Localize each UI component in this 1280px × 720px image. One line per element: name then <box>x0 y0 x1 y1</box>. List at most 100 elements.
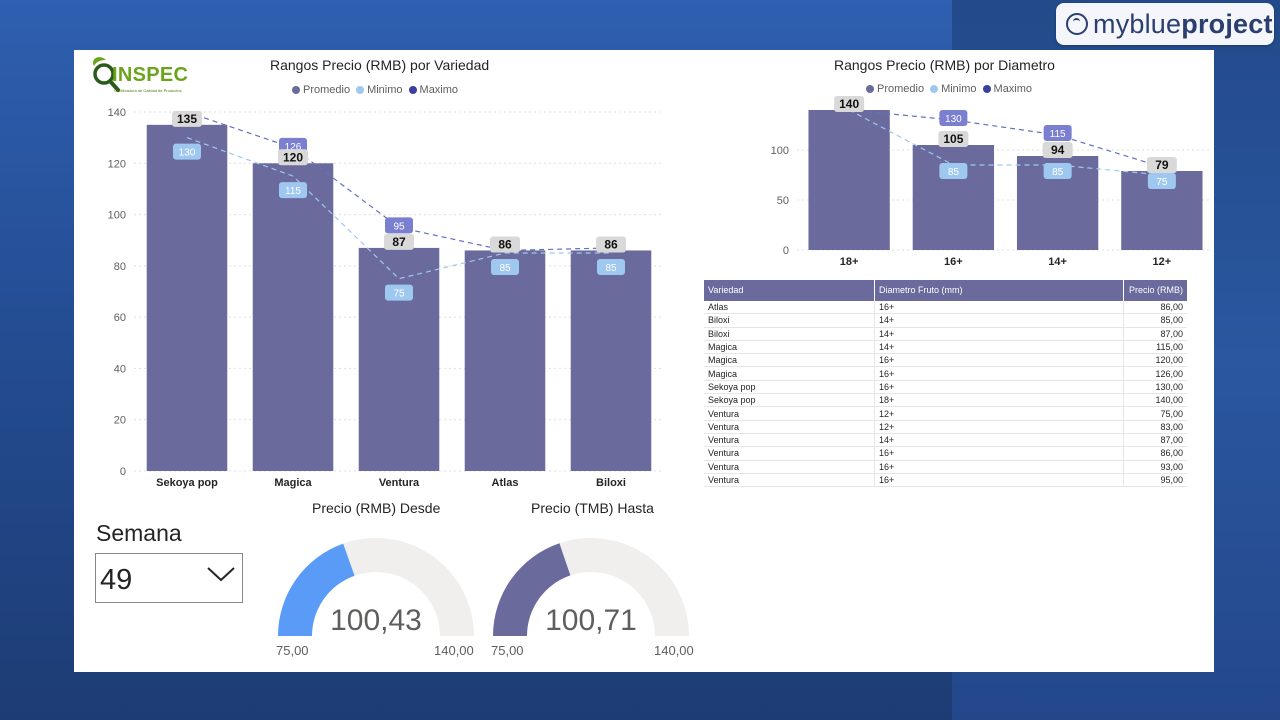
table-row[interactable]: Ventura 14+ 87,00 <box>704 433 1187 448</box>
column-header-variedad[interactable]: Variedad <box>704 280 875 301</box>
data-label-promedio: 140 <box>834 96 865 112</box>
column-header-diametro[interactable]: Diametro Fruto (mm) <box>874 280 1124 301</box>
data-label-minimo-bg <box>491 259 519 276</box>
x-tick-label: 16+ <box>944 256 963 268</box>
table-row[interactable]: Magica 16+ 126,00 <box>704 366 1187 381</box>
cell-precio: 83,00 <box>1123 420 1187 434</box>
gauge-desde-title: Precio (RMB) Desde <box>312 500 441 516</box>
y-tick-label: 140 <box>108 107 126 119</box>
gauge-value: 100,71 <box>545 604 637 637</box>
bar <box>570 250 652 471</box>
magnifier-leaf-icon <box>93 57 120 92</box>
data-label-minimo-text: 75 <box>1156 177 1168 188</box>
table-row[interactable]: Sekoya pop 18+ 140,00 <box>704 393 1187 408</box>
cell-diametro: 14+ <box>874 433 1124 448</box>
data-label-maximo: 95 <box>385 217 413 234</box>
data-label-promedio: 94 <box>1042 142 1073 158</box>
data-label-maximo: 130 <box>939 110 968 126</box>
table-row[interactable]: Ventura 16+ 93,00 <box>704 460 1187 474</box>
cell-precio: 95,00 <box>1123 473 1187 488</box>
gauge-desde[interactable]: 100,43 <box>270 528 482 648</box>
gauge-fill <box>493 543 571 636</box>
logo-subtext: Certificadora de Calidad de Productos <box>114 88 182 93</box>
diameter-bar-chart[interactable]: 0 50 100 18+ 16+ 14+ 12+ 140 85 130 105 85 115 94 75 79 <box>674 95 1209 275</box>
legend-label-maximo: Maximo <box>419 84 459 96</box>
table-row[interactable]: Sekoya pop 16+ 130,00 <box>704 380 1187 395</box>
brand-badge: myblueproject <box>1056 3 1274 45</box>
data-label-maximo-text: 95 <box>393 221 405 232</box>
legend-label-promedio: Promedio <box>303 84 351 96</box>
legend-label-minimo: Minimo <box>941 83 977 95</box>
y-tick-label: 120 <box>108 158 126 170</box>
table-row[interactable]: Magica 16+ 120,00 <box>704 353 1187 368</box>
gauge-fill <box>278 543 355 636</box>
data-label-minimo-bg <box>173 143 201 160</box>
week-slicer-value: 49 <box>100 564 133 596</box>
cell-precio: 85,00 <box>1123 313 1187 328</box>
cell-precio: 87,00 <box>1123 327 1187 341</box>
table-row[interactable]: Ventura 12+ 75,00 <box>704 406 1187 421</box>
cell-variedad: Sekoya pop <box>704 393 875 408</box>
x-tick-label: Ventura <box>379 477 420 489</box>
table-row[interactable]: Magica 14+ 115,00 <box>704 340 1187 355</box>
series-line-minimo <box>186 137 611 280</box>
table-row[interactable]: Ventura 16+ 86,00 <box>704 446 1187 461</box>
legend-item-minimo[interactable]: Minimo <box>930 83 977 95</box>
y-tick-label: 40 <box>114 363 126 375</box>
column-header-precio[interactable]: Precio (RMB) <box>1128 285 1183 295</box>
x-tick-label: 18+ <box>840 256 859 268</box>
gauge-hasta-max: 140,00 <box>654 643 694 658</box>
data-label-minimo-bg <box>385 284 413 301</box>
y-tick-label: 100 <box>771 145 789 157</box>
table-row[interactable]: Biloxi 14+ 85,00 <box>704 313 1187 328</box>
legend-item-promedio[interactable]: Promedio <box>866 83 924 95</box>
variety-bar-chart[interactable]: 0 20 40 60 80 100 120 140 Sekoya pop Magica Ventur… <box>74 100 694 495</box>
cell-precio: 120,00 <box>1123 353 1187 368</box>
diameter-chart-legend: Promedio Minimo Maximo <box>866 83 1032 95</box>
legend-item-maximo[interactable]: Maximo <box>408 84 459 96</box>
cell-variedad: Ventura <box>704 473 875 488</box>
price-table: Variedad Diametro Fruto (mm) Precio (RMB… <box>704 280 1187 488</box>
cell-variedad: Ventura <box>704 420 875 434</box>
table-row[interactable]: Ventura 16+ 95,00 <box>704 473 1187 488</box>
table-row[interactable]: Ventura 12+ 83,00 <box>704 420 1187 434</box>
table-row[interactable]: Biloxi 14+ 87,00 <box>704 327 1187 341</box>
legend-item-minimo[interactable]: Minimo <box>356 84 403 96</box>
cell-diametro: 14+ <box>874 340 1124 355</box>
data-label-promedio: 135 <box>172 110 202 127</box>
table-row[interactable]: Atlas 16+ 86,00 <box>704 299 1187 315</box>
data-label-minimo: 115 <box>279 182 307 199</box>
data-label-promedio-text: 87 <box>392 235 406 249</box>
data-label-promedio-bg <box>834 96 865 112</box>
data-label-minimo-text: 85 <box>948 167 960 178</box>
legend-item-promedio[interactable]: Promedio <box>292 84 350 96</box>
data-label-maximo-text: 130 <box>945 114 962 125</box>
chevron-down-icon[interactable] <box>206 562 236 586</box>
data-label-maximo-bg <box>385 217 413 234</box>
legend-label-maximo: Maximo <box>993 83 1033 95</box>
data-label-promedio-text: 94 <box>1051 143 1065 157</box>
data-label-promedio-text: 135 <box>177 112 197 126</box>
week-slicer-title: Semana <box>96 520 182 546</box>
cell-precio: 140,00 <box>1123 393 1187 408</box>
cell-diametro: 14+ <box>874 327 1124 341</box>
data-label-minimo-bg <box>279 182 307 199</box>
y-tick-label: 100 <box>108 210 126 222</box>
legend-item-maximo[interactable]: Maximo <box>982 83 1033 95</box>
week-slicer-dropdown[interactable]: 49 <box>95 553 243 603</box>
cell-diametro: 12+ <box>874 420 1124 434</box>
data-label-minimo-text: 85 <box>1052 167 1064 178</box>
diameter-chart-title: Rangos Precio (RMB) por Diametro <box>834 57 1055 73</box>
data-label-minimo: 85 <box>491 259 519 276</box>
cell-variedad: Ventura <box>704 406 875 421</box>
cell-diametro: 18+ <box>874 393 1124 408</box>
bar <box>146 124 228 472</box>
cell-precio: 93,00 <box>1123 460 1187 474</box>
gauge-hasta[interactable]: 100,71 <box>485 528 697 648</box>
brand-text: myblueproject <box>1093 9 1273 40</box>
series-line-minimo <box>848 109 1162 176</box>
cell-diametro: 14+ <box>874 313 1124 328</box>
data-label-promedio-bg <box>490 236 520 253</box>
company-logo: INSPEC Certificadora de Calidad de Produ… <box>84 52 188 100</box>
data-label-promedio-bg <box>1042 142 1073 158</box>
